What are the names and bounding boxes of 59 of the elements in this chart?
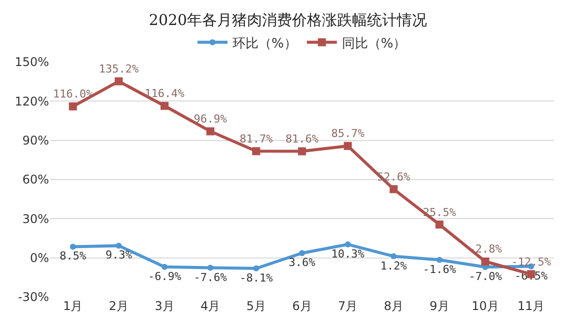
- data-label: -8.1%: [240, 271, 274, 284]
- x-tick-label: 4月: [200, 299, 220, 313]
- x-tick-label: 11月: [517, 299, 545, 313]
- data-label: 85.7%: [331, 127, 365, 140]
- data-label: 8.5%: [60, 250, 87, 263]
- x-tick-label: 6月: [292, 299, 312, 313]
- data-label: -2.8%: [468, 242, 502, 256]
- y-tick-label: 90%: [22, 134, 49, 148]
- y-tick-label: -30%: [18, 290, 49, 304]
- point: [252, 147, 260, 156]
- chart-title: 2020年各月猪肉消费价格涨跌幅统计情况: [148, 11, 428, 30]
- data-label: -1.6%: [422, 262, 456, 276]
- data-label: 116.0%: [53, 88, 94, 101]
- data-label: 3.6%: [288, 256, 316, 270]
- point: [436, 256, 442, 263]
- data-label: 116.4%: [144, 87, 185, 100]
- data-label: 96.9%: [194, 112, 228, 126]
- data-label: 81.7%: [240, 132, 274, 146]
- y-tick-label: 30%: [22, 212, 49, 226]
- point: [114, 77, 123, 86]
- x-tick-label: 9月: [430, 299, 450, 313]
- data-label: -12.5%: [511, 255, 552, 268]
- x-tick-label: 1月: [63, 299, 83, 313]
- data-label: 135.2%: [98, 62, 139, 76]
- data-label: 81.6%: [285, 132, 319, 146]
- point: [344, 142, 352, 150]
- x-tick-label: 10月: [472, 299, 499, 313]
- x-tick-label: 7月: [338, 299, 358, 313]
- legend-label: 环比（%）: [232, 36, 297, 52]
- point: [435, 220, 444, 229]
- point: [207, 264, 214, 271]
- x-tick-label: 5月: [246, 299, 266, 313]
- y-tick-label: 150%: [14, 55, 49, 70]
- data-label: -6.9%: [148, 270, 182, 283]
- point: [162, 264, 168, 270]
- point: [70, 244, 76, 250]
- legend-label: 同比（%）: [342, 36, 406, 52]
- point: [206, 127, 214, 136]
- y-tick-label: 120%: [14, 94, 49, 108]
- x-tick-label: 8月: [384, 299, 404, 313]
- point: [253, 265, 260, 272]
- data-label: 9.3%: [105, 248, 132, 262]
- point: [481, 257, 490, 266]
- y-tick-label: 60%: [22, 172, 49, 187]
- data-label: 10.3%: [331, 247, 365, 260]
- point: [390, 185, 398, 194]
- data-label: 1.2%: [380, 259, 408, 272]
- point: [160, 102, 169, 110]
- y-tick-label: 0%: [30, 251, 49, 266]
- x-tick-label: 3月: [154, 299, 174, 313]
- data-label: -7.6%: [194, 270, 228, 284]
- point: [390, 253, 397, 260]
- point: [298, 147, 306, 156]
- point: [344, 241, 351, 248]
- point: [68, 102, 77, 110]
- point: [299, 250, 305, 256]
- data-label: -7.0%: [468, 270, 502, 283]
- x-tick-label: 2月: [108, 299, 129, 313]
- point: [116, 242, 122, 249]
